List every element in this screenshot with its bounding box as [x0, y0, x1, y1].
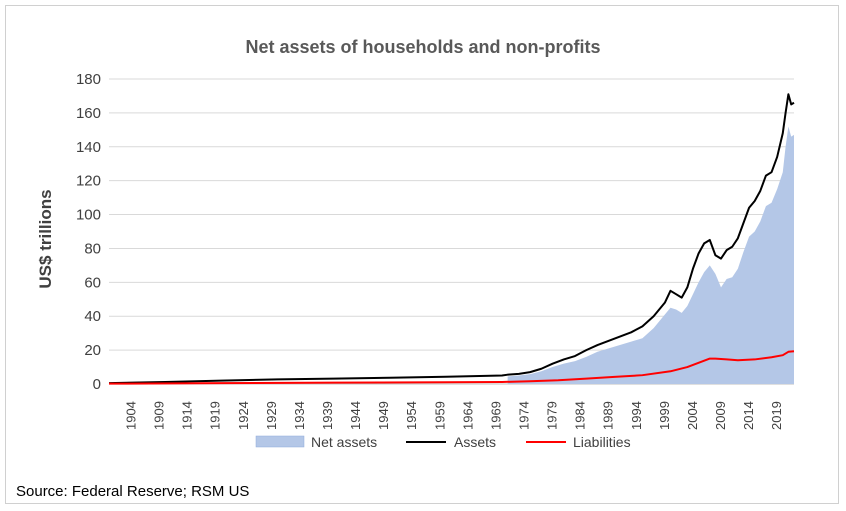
x-tick-label: 1929	[264, 401, 279, 430]
y-tick-label: 60	[84, 274, 101, 291]
x-tick-label: 1984	[573, 401, 588, 430]
x-tick-label: 1949	[376, 401, 391, 430]
x-tick-label: 2019	[769, 401, 784, 430]
legend-label-assets: Assets	[454, 434, 496, 450]
x-tick-label: 1994	[629, 401, 644, 430]
series-line-liabilities	[108, 350, 795, 385]
legend-label-liabilities: Liabilities	[573, 434, 631, 450]
x-tick-label: 1914	[180, 401, 195, 430]
x-tick-label: 1964	[460, 401, 475, 430]
y-tick-label: 140	[76, 139, 101, 156]
x-tick-label: 1979	[545, 401, 560, 430]
y-axis-ticks: 0 20 40 60 80 100 120 140 160 180	[76, 71, 101, 393]
y-tick-label: 40	[84, 308, 101, 325]
net-assets-chart: Net assets of households and non-profits…	[16, 37, 795, 500]
series-line-assets	[108, 93, 795, 385]
y-tick-label: 0	[93, 376, 101, 393]
x-tick-label: 1944	[348, 401, 363, 430]
x-tick-label: 1959	[432, 401, 447, 430]
x-tick-label: 1969	[488, 401, 503, 430]
y-tick-label: 120	[76, 173, 101, 190]
chart-title: Net assets of households and non-profits	[245, 37, 600, 57]
chart-frame: Net assets of households and non-profits…	[5, 5, 839, 504]
x-tick-label: 1939	[320, 401, 335, 430]
y-tick-label: 180	[76, 71, 101, 88]
series-area-net-assets	[507, 126, 794, 384]
x-tick-label: 1999	[657, 401, 672, 430]
y-tick-label: 80	[84, 240, 101, 257]
x-tick-label: 1954	[404, 401, 419, 430]
x-tick-label: 2014	[741, 401, 756, 430]
x-tick-label: 1934	[292, 401, 307, 430]
legend-key-net-assets	[255, 435, 305, 448]
plot-area	[108, 93, 795, 385]
x-tick-label: 1924	[236, 401, 251, 430]
x-axis-ticks: 1904 1909 1914 1919 1924 1929 1934 1939 1944 1949…	[123, 401, 784, 430]
y-axis-label: US$ trillions	[36, 189, 55, 288]
y-tick-label: 20	[84, 342, 101, 359]
x-tick-label: 1919	[208, 401, 223, 430]
x-tick-label: 1904	[123, 401, 138, 430]
source-note: Source: Federal Reserve; RSM US	[16, 483, 249, 500]
legend: Net assets Assets Liabilities	[255, 434, 631, 450]
x-tick-label: 2009	[713, 401, 728, 430]
legend-label-net-assets: Net assets	[311, 434, 377, 450]
x-tick-label: 1909	[152, 401, 167, 430]
x-tick-label: 2004	[685, 401, 700, 430]
y-tick-label: 160	[76, 105, 101, 122]
y-tick-label: 100	[76, 207, 101, 224]
x-tick-label: 1974	[516, 401, 531, 430]
x-tick-label: 1989	[601, 401, 616, 430]
